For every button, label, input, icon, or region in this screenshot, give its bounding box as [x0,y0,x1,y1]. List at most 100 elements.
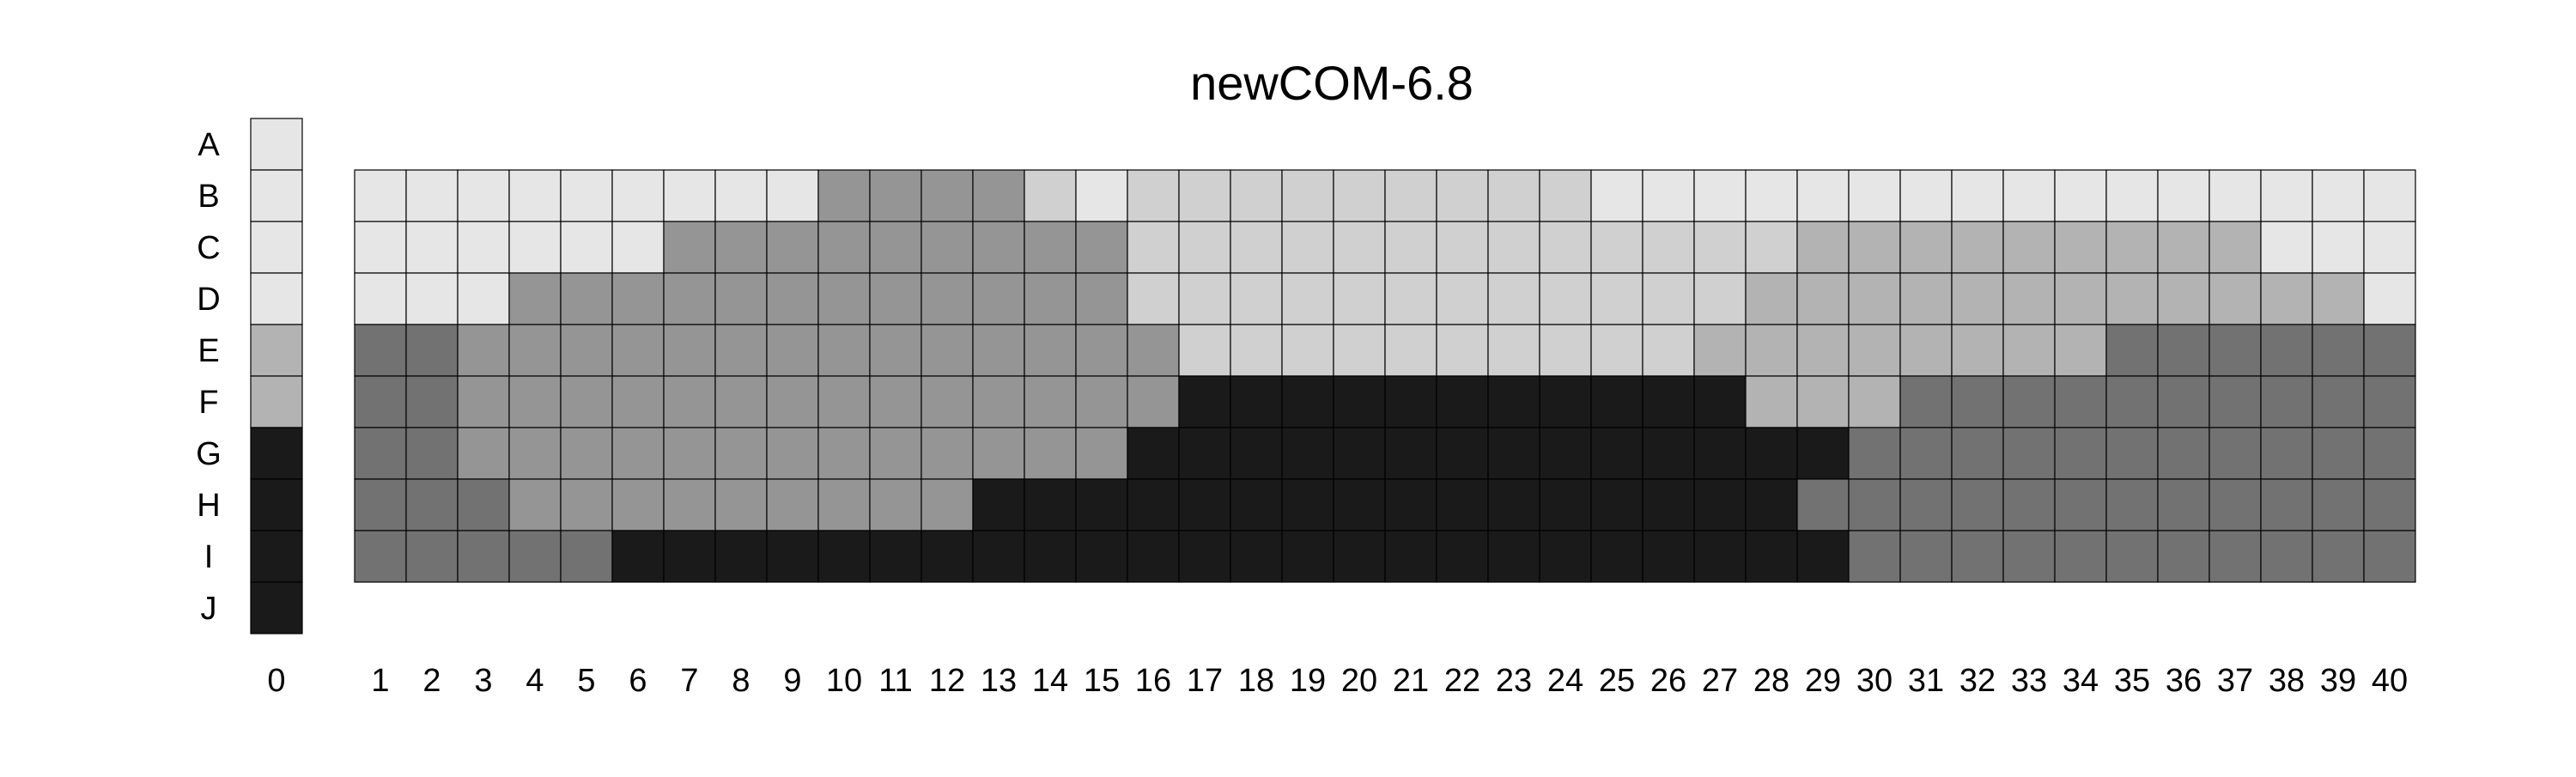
cell-D-26 [1642,272,1695,325]
column-label-8: 8 [732,663,750,699]
cell-G-12 [920,427,974,480]
cell-G-18 [1230,427,1283,480]
cell-F-18 [1230,375,1283,428]
cell-B-31 [1899,169,1953,222]
cell-F-23 [1487,375,1540,428]
column-label-16: 16 [1135,663,1171,699]
cell-E-22 [1436,324,1489,377]
cell-F-26 [1642,375,1695,428]
cell-E-14 [1024,324,1077,377]
column-label-12: 12 [929,663,965,699]
cell-H-3 [457,478,510,531]
cell-G-8 [714,427,768,480]
row-label-G: G [196,436,222,472]
cell-B-17 [1178,169,1231,222]
column-label-4: 4 [526,663,544,699]
cell-E-2 [405,324,459,377]
cell-G-1 [354,427,407,480]
cell-G-32 [1951,427,2004,480]
cell-F-34 [2054,375,2107,428]
cell-D-13 [972,272,1025,325]
cell-E-21 [1384,324,1437,377]
cell-E-8 [714,324,768,377]
cell-I-35 [2105,530,2159,583]
cell-I-14 [1024,530,1077,583]
cell-F-13 [972,375,1025,428]
cell-F-27 [1693,375,1747,428]
cell-D-8 [714,272,768,325]
cell-C-0 [250,221,303,274]
cell-H-30 [1848,478,1901,531]
cell-E-38 [2260,324,2313,377]
cell-F-0 [250,375,303,428]
cell-B-39 [2312,169,2365,222]
cell-E-16 [1127,324,1180,377]
cell-F-17 [1178,375,1231,428]
cell-E-11 [869,324,922,377]
row-label-I: I [204,539,214,575]
cell-H-36 [2157,478,2210,531]
cell-H-34 [2054,478,2107,531]
cell-C-22 [1436,221,1489,274]
cell-G-28 [1745,427,1798,480]
cell-D-31 [1899,272,1953,325]
cell-H-17 [1178,478,1231,531]
cell-G-27 [1693,427,1747,480]
cell-E-24 [1539,324,1592,377]
cell-B-19 [1281,169,1334,222]
cell-C-4 [508,221,562,274]
cell-E-17 [1178,324,1231,377]
cell-F-6 [611,375,665,428]
cell-C-8 [714,221,768,274]
cell-B-40 [2363,169,2416,222]
cell-E-10 [817,324,871,377]
cell-D-11 [869,272,922,325]
cell-G-29 [1796,427,1850,480]
cell-D-37 [2208,272,2262,325]
cell-C-35 [2105,221,2159,274]
cell-I-11 [869,530,922,583]
cell-I-40 [2363,530,2416,583]
cell-C-20 [1333,221,1386,274]
cell-E-5 [560,324,613,377]
cell-D-25 [1590,272,1643,325]
cell-H-40 [2363,478,2416,531]
cell-H-14 [1024,478,1077,531]
cell-I-2 [405,530,459,583]
cell-H-13 [972,478,1025,531]
column-label-26: 26 [1650,663,1686,699]
cell-E-31 [1899,324,1953,377]
cell-D-3 [457,272,510,325]
cell-I-6 [611,530,665,583]
column-label-10: 10 [826,663,862,699]
cell-G-36 [2157,427,2210,480]
cell-F-40 [2363,375,2416,428]
cell-I-10 [817,530,871,583]
cell-D-40 [2363,272,2416,325]
cell-F-1 [354,375,407,428]
cell-F-11 [869,375,922,428]
cell-B-7 [663,169,716,222]
cell-I-33 [2002,530,2056,583]
cell-C-32 [1951,221,2004,274]
cell-G-23 [1487,427,1540,480]
cell-E-36 [2157,324,2210,377]
cell-G-31 [1899,427,1953,480]
cell-H-23 [1487,478,1540,531]
cell-E-6 [611,324,665,377]
cell-I-12 [920,530,974,583]
cell-I-0 [250,530,303,583]
cell-H-28 [1745,478,1798,531]
cell-H-24 [1539,478,1592,531]
cell-D-5 [560,272,613,325]
cell-G-10 [817,427,871,480]
cell-H-19 [1281,478,1334,531]
cell-B-37 [2208,169,2262,222]
cell-F-30 [1848,375,1901,428]
cell-I-39 [2312,530,2365,583]
cell-H-31 [1899,478,1953,531]
cell-B-16 [1127,169,1180,222]
column-label-37: 37 [2217,663,2253,699]
column-label-28: 28 [1753,663,1789,699]
